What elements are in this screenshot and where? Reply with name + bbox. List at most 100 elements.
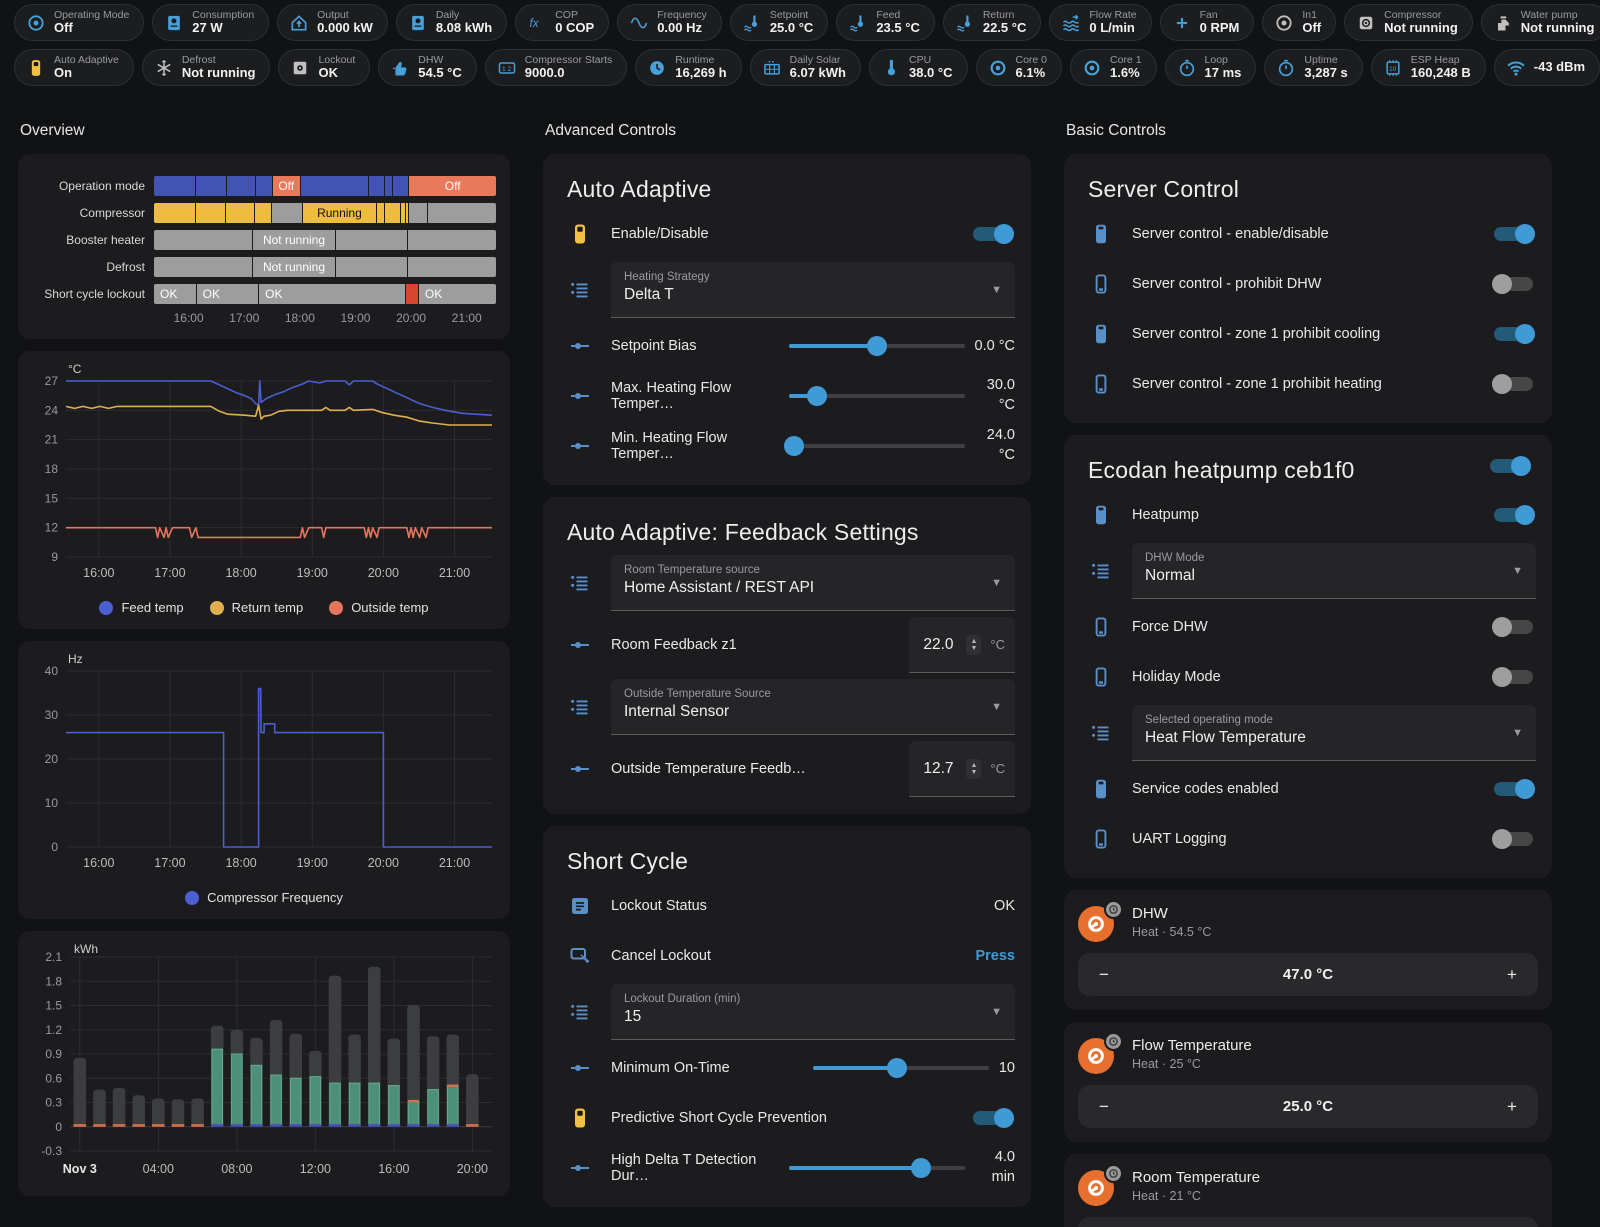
legend-item-feed-temp[interactable]: Feed temp	[99, 600, 184, 615]
status-chip-daily[interactable]: Daily 8.08 kWh	[395, 4, 508, 41]
increase-setpoint-button[interactable]: +	[1507, 1096, 1517, 1116]
energy-bar-solar[interactable]	[270, 1074, 282, 1127]
timeline-segment[interactable]	[154, 176, 195, 196]
status-chip-return[interactable]: Return 22.5 °C	[942, 4, 1042, 41]
toggle-switch[interactable]	[1491, 614, 1536, 640]
legend-item-return-temp[interactable]: Return temp	[209, 600, 303, 615]
timeline-segment[interactable]: Not running	[253, 230, 335, 250]
decrease-setpoint-button[interactable]: −	[1099, 1096, 1109, 1116]
timeline-segment[interactable]	[406, 203, 408, 223]
number-input-room-feedback-z1[interactable]: 22.0 ▲ ▼ °C	[909, 617, 1015, 673]
status-chip-auto-adaptive[interactable]: Auto Adaptive On	[14, 49, 134, 86]
timeline-segment[interactable]	[195, 176, 226, 196]
timeline-segment[interactable]	[226, 176, 255, 196]
select-field-dhw-mode[interactable]: DHW Mode Normal ▼	[1132, 543, 1536, 599]
number-input-outside-temperature-feedb[interactable]: 12.7 ▲ ▼ °C	[909, 741, 1015, 797]
legend-item-outside-temp[interactable]: Outside temp	[329, 600, 429, 615]
timeline-segment[interactable]	[369, 176, 385, 196]
status-chip-loop[interactable]: Loop 17 ms	[1164, 49, 1257, 86]
timeline-segment[interactable]	[393, 176, 409, 196]
energy-bar-total[interactable]	[152, 1098, 165, 1127]
timeline-segment[interactable]	[428, 203, 497, 223]
timeline-segment[interactable]	[255, 203, 272, 223]
toggle-switch[interactable]	[970, 1105, 1015, 1131]
timeline-segment[interactable]	[300, 176, 369, 196]
timeline-segment[interactable]	[154, 230, 253, 250]
status-chip-runtime[interactable]: Runtime 16,269 h	[635, 49, 742, 86]
energy-bar-solar[interactable]	[309, 1076, 322, 1127]
energy-bar-solar[interactable]	[368, 1082, 381, 1127]
energy-bar-total[interactable]	[112, 1087, 126, 1127]
energy-bar-total[interactable]	[93, 1089, 106, 1127]
energy-bar-total[interactable]	[73, 1058, 87, 1127]
slider-knob[interactable]	[784, 436, 805, 456]
status-chip-in1[interactable]: In1 Off	[1262, 4, 1337, 41]
slider-knob[interactable]	[911, 1158, 931, 1178]
slider-knob[interactable]	[807, 386, 828, 406]
decrease-setpoint-button[interactable]: −	[1099, 964, 1109, 984]
slider-high-delta-t-detection-dur[interactable]	[789, 1154, 965, 1182]
timeline-segment[interactable]	[407, 257, 496, 277]
status-chip-daily-solar[interactable]: Daily Solar 6.07 kWh	[749, 49, 861, 86]
timeline-segment[interactable]	[195, 203, 226, 223]
energy-bar-total[interactable]	[466, 1074, 479, 1127]
select-field-outside-temperature-source[interactable]: Outside Temperature Source Internal Senso…	[611, 679, 1015, 735]
timeline-segment[interactable]	[335, 257, 407, 277]
status-chip-feed[interactable]: Feed 23.5 °C	[836, 4, 935, 41]
timeline-segment[interactable]: Off	[409, 176, 496, 196]
status-chip-core-0[interactable]: Core 0 6.1%	[975, 49, 1063, 86]
timeline-segment[interactable]	[226, 203, 255, 223]
timeline-segment[interactable]: OK	[154, 284, 196, 304]
status-chip-water-pump[interactable]: Water pump Not running	[1480, 4, 1600, 41]
energy-bar-solar[interactable]	[348, 1082, 361, 1127]
energy-bar-total[interactable]	[171, 1099, 185, 1127]
slider-setpoint-bias[interactable]	[788, 332, 965, 360]
timeline-segment[interactable]	[376, 203, 385, 223]
energy-bar-solar[interactable]	[231, 1053, 243, 1127]
legend-item-compressor-frequency[interactable]: Compressor Frequency	[185, 890, 343, 905]
thermostat-icon-button[interactable]	[1078, 1164, 1123, 1207]
status-chip-compressor-starts[interactable]: 1 2 Compressor Starts 9000.0	[484, 49, 628, 86]
toggle-switch[interactable]	[1491, 271, 1536, 297]
status-chip-defrost[interactable]: Defrost Not running	[141, 49, 271, 86]
toggle-switch[interactable]	[1487, 453, 1532, 479]
status-chip-cpu[interactable]: CPU 38.0 °C	[868, 49, 968, 86]
timeline-segment[interactable]	[406, 284, 418, 304]
status-chip-esp-heap[interactable]: 10 ESP Heap 160,248 B	[1370, 49, 1486, 86]
status-chip-output[interactable]: Output 0.000 kW	[277, 4, 388, 41]
timeline-segment[interactable]	[385, 203, 401, 223]
select-field-selected-operating-mode[interactable]: Selected operating mode Heat Flow Tempera…	[1132, 705, 1536, 761]
timeline-segment[interactable]	[401, 203, 406, 223]
number-stepper[interactable]: ▲ ▼	[966, 634, 982, 655]
timeline-segment[interactable]: Running	[303, 203, 376, 223]
toggle-switch[interactable]	[1491, 502, 1536, 528]
slider-knob[interactable]	[887, 1058, 908, 1078]
status-chip-fan[interactable]: Fan 0 RPM	[1159, 4, 1255, 41]
status-chip-core-1[interactable]: Core 1 1.6%	[1070, 49, 1157, 86]
status-chip-lockout[interactable]: Lockout OK	[278, 49, 371, 86]
timeline-segment[interactable]	[272, 203, 302, 223]
slider-knob[interactable]	[866, 336, 887, 356]
status-chip-uptime[interactable]: Uptime 3,287 s	[1264, 49, 1363, 86]
slider-min-heating-flow-temper[interactable]	[784, 432, 965, 460]
timeline-segment[interactable]: Not running	[253, 257, 335, 277]
energy-bar-solar[interactable]	[289, 1077, 302, 1127]
energy-bar-total[interactable]	[407, 1004, 420, 1127]
timeline-segment[interactable]: OK	[259, 284, 406, 304]
energy-bar-total[interactable]	[191, 1098, 204, 1127]
toggle-switch[interactable]	[1491, 776, 1536, 802]
energy-bar-solar[interactable]	[329, 1082, 341, 1127]
energy-bar-solar[interactable]	[446, 1085, 459, 1127]
timeline-segment[interactable]: Off	[272, 176, 300, 196]
toggle-switch[interactable]	[1491, 826, 1536, 852]
select-field-room-temperature-source[interactable]: Room Temperature source Home Assistant / …	[611, 555, 1015, 611]
status-chip-dhw[interactable]: DHW 54.5 °C	[378, 49, 477, 86]
number-stepper[interactable]: ▲ ▼	[966, 758, 982, 779]
select-field-heating-strategy[interactable]: Heating Strategy Delta T ▼	[611, 262, 1015, 318]
energy-bar-solar[interactable]	[250, 1064, 263, 1127]
slider-max-heating-flow-temper[interactable]	[789, 382, 965, 410]
timeline-segment[interactable]	[385, 176, 393, 196]
status-chip-frequency[interactable]: Frequency 0.00 Hz	[617, 4, 722, 41]
timeline-segment[interactable]	[154, 203, 195, 223]
toggle-switch[interactable]	[1491, 664, 1536, 690]
